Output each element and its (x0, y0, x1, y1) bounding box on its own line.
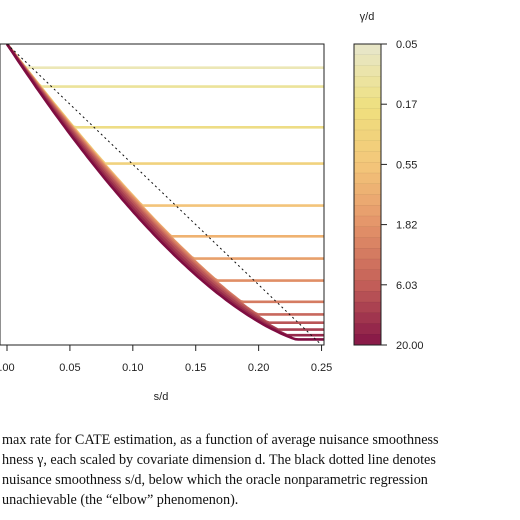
series-line (5, 44, 324, 69)
colorbar-band (353, 76, 382, 88)
colorbar-band (353, 194, 382, 206)
caption-line: nuisance smoothness s/d, below which the… (2, 472, 428, 488)
x-axis-ticks: .00 0.05 0.10 0.15 0.20 0.25 (0, 345, 332, 374)
colorbar-tick-label: 1.82 (396, 220, 417, 232)
x-tick-label: 0.10 (122, 362, 143, 374)
colorbar-band (353, 280, 382, 292)
x-tick-label: 0.15 (185, 362, 206, 374)
series-line (5, 44, 324, 88)
series-line (5, 44, 324, 316)
colorbar-band (353, 140, 382, 153)
figure-caption: max rate for CATE estimation, as a funct… (2, 430, 520, 510)
colorbar-band (353, 162, 382, 174)
caption-line: unachievable (the “elbow” phenomenon). (2, 492, 239, 508)
colorbar-tick-label: 0.17 (396, 99, 417, 111)
colorbar-band (353, 215, 382, 228)
colorbar-band (353, 129, 382, 142)
colorbar-band (353, 291, 382, 303)
colorbar-tick-label: 0.55 (396, 159, 417, 171)
caption-line: max rate for CATE estimation, as a funct… (2, 432, 439, 448)
colorbar-band (353, 151, 382, 163)
colorbar (353, 43, 382, 346)
colorbar-band (353, 108, 382, 120)
colorbar-band (353, 54, 382, 67)
colorbar-tick-label: 20.00 (396, 340, 424, 352)
x-tick-label: 0.20 (248, 362, 269, 374)
curve-group (5, 44, 324, 341)
colorbar-band (353, 226, 382, 239)
colorbar-title: γ/d (360, 11, 375, 23)
colorbar-band (353, 323, 382, 335)
caption-line: hness γ, each scaled by covariate dimens… (2, 452, 436, 468)
colorbar-frame (353, 43, 382, 346)
colorbar-band (353, 86, 382, 99)
series-line (5, 44, 324, 260)
colorbar-band (353, 248, 382, 260)
series-line (5, 44, 324, 341)
series-line (5, 44, 324, 304)
colorbar-band (353, 119, 382, 131)
colorbar-band (353, 183, 382, 196)
elbow-reference-line (6, 43, 322, 346)
colorbar-band (353, 312, 382, 325)
series-line (5, 44, 324, 165)
colorbar-band (353, 172, 382, 185)
colorbar-ticks: 0.05 0.17 0.55 1.82 6.03 20.00 (381, 39, 424, 352)
x-tick-label: 0.25 (311, 362, 332, 374)
colorbar-band (353, 301, 382, 314)
series-line (5, 44, 324, 238)
colorbar-band (353, 65, 382, 77)
colorbar-band (353, 97, 382, 110)
x-axis-title: s/d (154, 391, 169, 403)
x-tick-label: .00 (0, 362, 15, 374)
plot-frame (0, 43, 325, 346)
colorbar-band (353, 237, 382, 249)
colorbar-band (353, 269, 382, 282)
colorbar-band (353, 205, 382, 217)
colorbar-tick-label: 6.03 (396, 280, 417, 292)
colorbar-band (353, 334, 382, 346)
colorbar-band (353, 258, 382, 271)
x-tick-label: 0.05 (59, 362, 80, 374)
colorbar-tick-label: 0.05 (396, 39, 417, 51)
colorbar-band (353, 43, 382, 56)
